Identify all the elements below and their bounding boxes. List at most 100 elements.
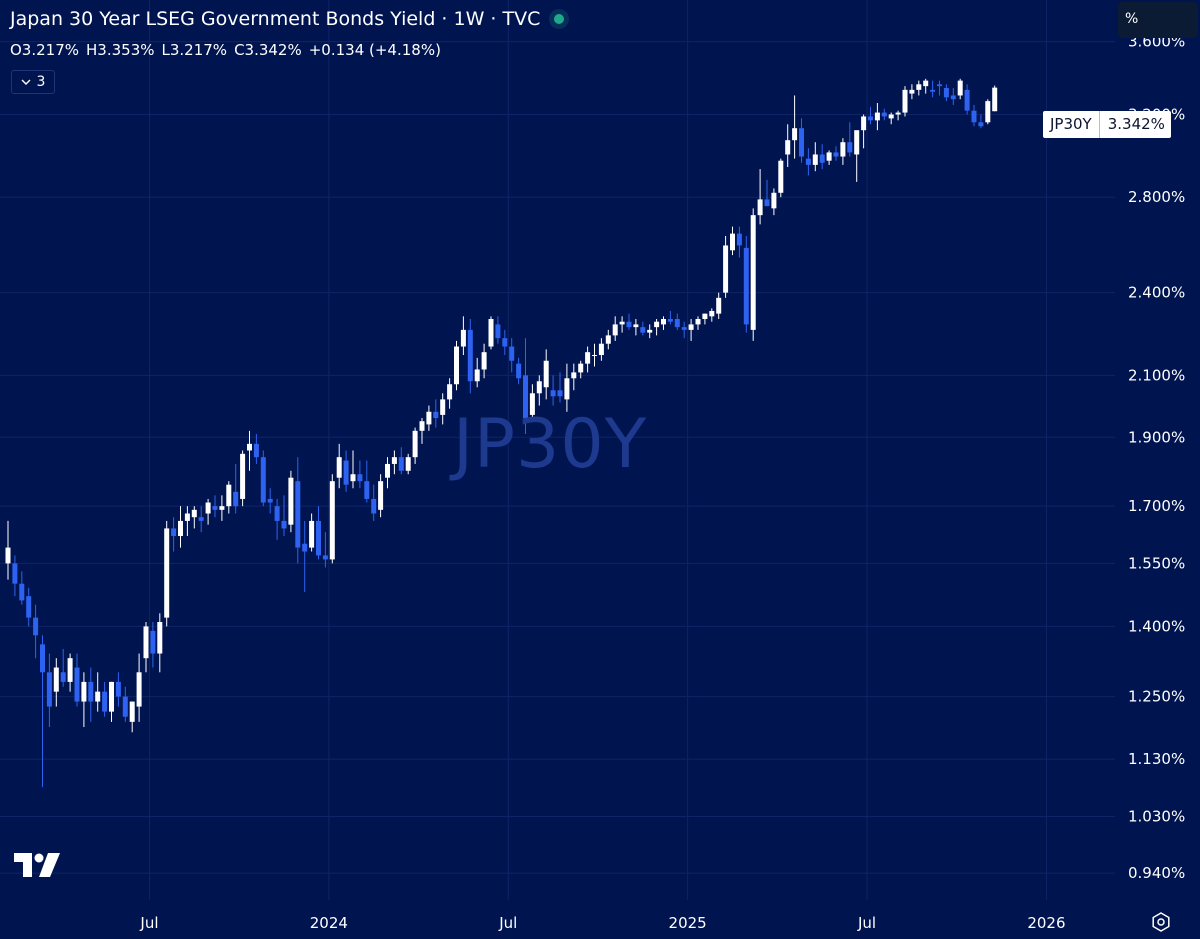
chart-title[interactable]: Japan 30 Year LSEG Government Bonds Yiel… [10,8,565,30]
settings-icon[interactable] [1150,911,1172,933]
candle [102,681,108,717]
candle [812,142,818,172]
candle [964,84,970,115]
candle-body [792,128,798,141]
candle [605,329,611,350]
candle-body [930,89,936,92]
price-axis[interactable]: 3.600%3.200%2.800%2.400%2.100%1.900%1.70… [1128,33,1185,882]
candle [81,672,87,728]
candle [736,226,742,258]
candle-body [674,319,680,328]
candle [316,506,321,560]
market-status-dot-icon [554,14,565,24]
candle-body [212,506,218,510]
candle-body [716,297,722,314]
candle-body [233,491,239,507]
candle [74,653,80,707]
candle-body [205,502,211,514]
y-tick-label: 1.030% [1128,807,1185,825]
candle [467,319,473,394]
candle [488,316,494,350]
candle-body [695,319,701,325]
candle-body [971,110,977,123]
candle-body [868,116,873,121]
candle-body [881,112,887,117]
candle-body [5,547,11,564]
candle [309,513,315,552]
candle-body [488,319,494,347]
candle [19,571,25,605]
candle [385,457,390,489]
candle-body [647,329,653,333]
candle [757,169,763,225]
candle [88,667,94,722]
chart-title-text: Japan 30 Year LSEG Government Bonds Yiel… [10,8,541,30]
candle-body [329,481,335,560]
price-unit-label[interactable]: % [1118,2,1198,38]
candle [109,681,114,722]
candle [688,319,694,341]
time-axis[interactable]: Jul 2024 Jul 2025 Jul 2026 [139,914,1065,932]
candle-body [964,89,970,111]
candle-body [33,617,39,636]
candle [971,104,977,127]
candle [957,78,963,100]
candle-body [743,247,749,325]
candle-body [191,509,197,518]
x-tick-label: Jul [857,914,876,932]
candle-body [46,672,52,707]
candle-body [60,672,66,682]
candle [868,106,873,125]
candle-body [219,506,225,510]
candle [240,450,246,507]
candles [5,78,998,788]
candle-body [481,352,487,370]
candle-body [812,154,818,165]
candle [357,460,363,489]
candle-body [178,520,183,537]
y-tick-label: 1.900% [1128,428,1185,446]
candle-body [74,667,80,702]
candle-body [81,681,87,702]
candle-body [198,517,204,521]
candle-body [454,346,459,385]
candle [826,150,832,165]
ohlc-low: L3.217% [161,41,228,59]
candle-body [460,329,466,347]
candle [992,85,998,112]
candle [785,124,791,167]
candle-body [605,335,611,344]
candle-body [26,596,32,618]
candle-body [343,460,349,485]
candle [440,393,446,425]
candle-body [626,321,632,328]
candle-body [516,363,522,379]
candle-body [295,481,301,548]
candle-body [750,215,756,330]
candle [171,517,177,552]
x-tick-label: Jul [139,914,158,932]
indicators-toggle-button[interactable]: 3 [11,70,55,94]
candle-body [778,160,784,193]
candle [288,470,294,533]
candle-body [322,555,328,560]
candle-body [681,327,687,330]
candle [364,460,370,503]
candle-body [53,667,59,692]
candle [985,99,991,125]
candle [833,146,839,161]
candle [226,481,232,514]
last-price-symbol: JP30Y [1043,111,1100,138]
candle [474,357,480,388]
candle-body [433,411,439,419]
candle-body [143,626,149,659]
candle-body [536,381,542,394]
tradingview-logo[interactable] [14,853,60,879]
candle [454,340,459,391]
candle-body [164,528,170,618]
candle-body [288,477,294,525]
candle-body [184,513,190,521]
candle [937,80,942,96]
candle-body [495,324,501,339]
